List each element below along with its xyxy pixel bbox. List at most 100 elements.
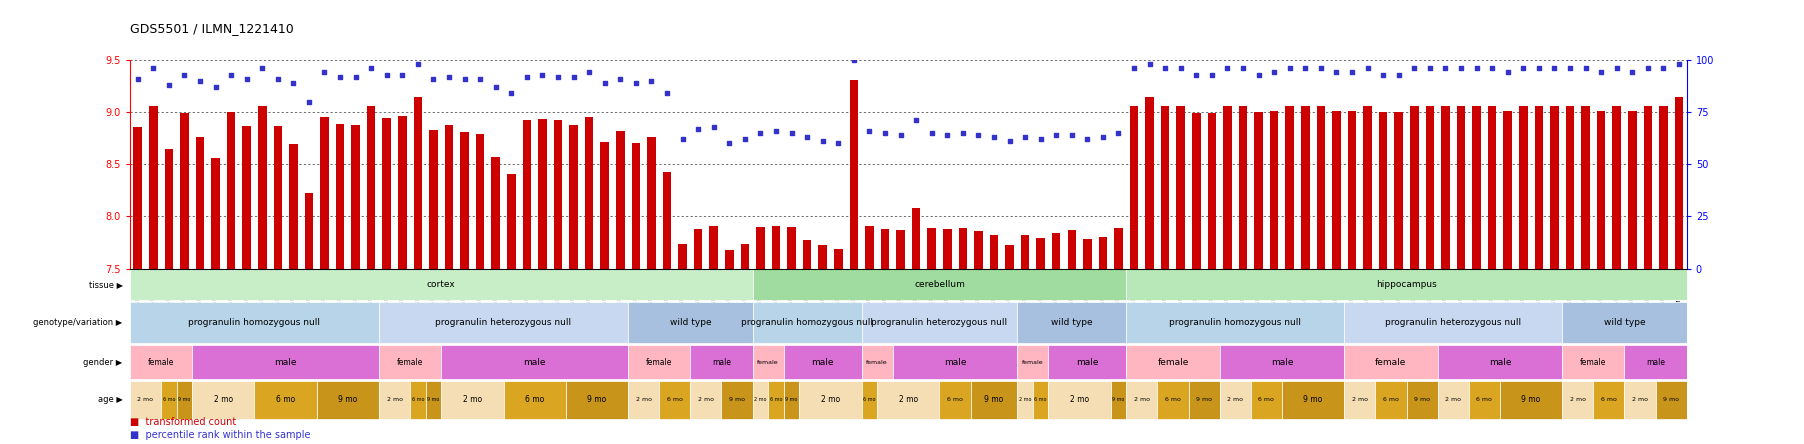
Point <box>1337 69 1366 76</box>
Point <box>963 131 992 139</box>
Bar <box>695 229 702 269</box>
Text: 6 mo: 6 mo <box>1165 397 1182 402</box>
Point <box>1618 69 1647 76</box>
Bar <box>1176 106 1185 269</box>
Bar <box>570 125 577 269</box>
Point <box>1198 71 1227 78</box>
Text: male: male <box>274 357 298 367</box>
Bar <box>429 130 438 269</box>
Bar <box>1562 345 1624 379</box>
Text: 2 mo: 2 mo <box>635 397 651 402</box>
Text: 2 mo: 2 mo <box>1633 397 1649 402</box>
Text: GDS5501 / ILMN_1221410: GDS5501 / ILMN_1221410 <box>130 23 294 36</box>
Bar <box>164 149 173 269</box>
Bar <box>442 381 503 419</box>
Bar <box>1146 98 1155 269</box>
Bar <box>940 381 971 419</box>
Point <box>155 81 184 88</box>
Bar <box>1286 106 1293 269</box>
Point <box>1524 65 1553 72</box>
Bar <box>379 302 628 343</box>
Point <box>1167 65 1196 72</box>
Point <box>1182 71 1210 78</box>
Point <box>1494 69 1523 76</box>
Point <box>529 71 557 78</box>
Bar <box>460 132 469 269</box>
Text: genotype/variation ▶: genotype/variation ▶ <box>34 318 123 327</box>
Bar <box>1593 381 1624 419</box>
Bar <box>943 229 951 269</box>
Bar <box>382 119 391 269</box>
Text: age ▶: age ▶ <box>97 395 123 404</box>
Point <box>1431 65 1459 72</box>
Bar <box>1115 228 1122 269</box>
Bar <box>1394 112 1404 269</box>
Bar <box>769 381 783 419</box>
Bar <box>1082 239 1091 269</box>
Bar <box>211 158 220 269</box>
Bar <box>1331 111 1340 269</box>
Bar <box>990 235 998 269</box>
Bar <box>399 116 406 269</box>
Text: 2 mo: 2 mo <box>821 395 841 404</box>
Text: progranulin heterozygous null: progranulin heterozygous null <box>871 318 1007 327</box>
Text: 6 mo: 6 mo <box>770 397 783 402</box>
Bar <box>1519 106 1528 269</box>
Point <box>933 131 962 139</box>
Bar <box>1048 345 1126 379</box>
Text: female: female <box>646 357 673 367</box>
Bar <box>227 112 235 269</box>
Text: 6 mo: 6 mo <box>1600 397 1616 402</box>
Bar <box>1301 106 1310 269</box>
Bar <box>503 381 566 419</box>
Bar <box>1035 238 1045 269</box>
Bar <box>1562 302 1687 343</box>
Bar <box>1126 269 1687 300</box>
Text: 6 mo: 6 mo <box>525 395 545 404</box>
Point <box>980 134 1008 141</box>
Bar <box>180 113 189 269</box>
Text: female: female <box>1158 357 1189 367</box>
Bar <box>1597 111 1606 269</box>
Point <box>606 75 635 82</box>
Point <box>1088 134 1117 141</box>
Text: wild type: wild type <box>1052 318 1093 327</box>
Point <box>1461 65 1490 72</box>
Point <box>824 140 853 147</box>
Bar <box>133 127 143 269</box>
Text: 2 mo: 2 mo <box>137 397 153 402</box>
Point <box>1057 131 1086 139</box>
Bar <box>1034 381 1048 419</box>
Point <box>1104 129 1133 136</box>
Bar <box>254 381 318 419</box>
Bar <box>1189 381 1220 419</box>
Text: 6 mo: 6 mo <box>1476 397 1492 402</box>
Point <box>1135 60 1164 67</box>
Bar <box>1344 345 1438 379</box>
Bar <box>379 345 442 379</box>
Point <box>996 138 1025 145</box>
Bar <box>177 381 193 419</box>
Text: 2 mo: 2 mo <box>1070 395 1090 404</box>
Bar <box>752 302 862 343</box>
Bar <box>1048 381 1111 419</box>
Point <box>871 129 900 136</box>
Bar <box>1613 106 1622 269</box>
Bar <box>1378 112 1387 269</box>
Bar <box>318 381 379 419</box>
Text: wild type: wild type <box>1604 318 1645 327</box>
Text: 6 mo: 6 mo <box>947 397 963 402</box>
Bar <box>305 194 314 269</box>
Point <box>233 75 262 82</box>
Text: progranulin heterozygous null: progranulin heterozygous null <box>1385 318 1521 327</box>
Bar <box>1407 381 1438 419</box>
Bar <box>130 302 379 343</box>
Text: 6 mo: 6 mo <box>667 397 682 402</box>
Point <box>247 65 276 72</box>
Bar <box>1438 345 1562 379</box>
Bar <box>1643 106 1652 269</box>
Bar <box>911 208 920 269</box>
Bar <box>662 171 671 269</box>
Point <box>559 73 588 80</box>
Bar <box>631 143 640 269</box>
